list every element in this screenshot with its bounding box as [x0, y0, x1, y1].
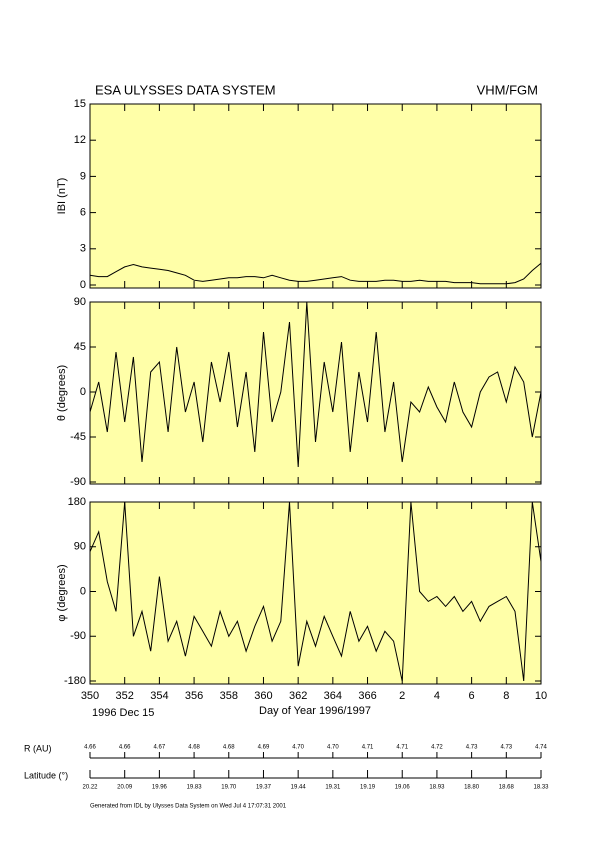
y-tick-label: 12 — [74, 134, 86, 146]
title: ESA ULYSSES DATA SYSTEM — [95, 82, 276, 97]
r-value: 4.71 — [396, 745, 408, 751]
data-line — [89, 262, 542, 285]
x-tick-label: 8 — [503, 690, 509, 702]
x-tick-label: 4 — [434, 690, 440, 702]
lat-value: 19.44 — [291, 785, 307, 791]
y-tick-label: -45 — [70, 431, 86, 443]
y-axis-label: θ (degrees) — [56, 365, 68, 421]
y-axis-label: IBI (nT) — [56, 178, 68, 215]
lat-value: 18.33 — [533, 785, 549, 791]
r-label: R (AU) — [24, 743, 52, 753]
footer: Generated from IDL by Ulysses Data Syste… — [90, 804, 287, 810]
start-date: 1996 Dec 15 — [92, 707, 154, 719]
y-tick-label: 180 — [68, 496, 86, 508]
lat-value: 18.93 — [429, 785, 445, 791]
r-value: 4.74 — [535, 745, 547, 751]
y-tick-label: -90 — [70, 630, 86, 642]
lat-value: 19.06 — [395, 785, 411, 791]
y-tick-label: 9 — [80, 170, 86, 182]
r-value: 4.73 — [466, 745, 478, 751]
r-value: 4.69 — [258, 745, 270, 751]
lat-value: 19.96 — [152, 785, 168, 791]
x-tick-label: 350 — [81, 690, 99, 702]
lat-value: 18.68 — [499, 785, 515, 791]
latitude-label: Latitude (°) — [24, 770, 68, 780]
x-tick-label: 354 — [150, 690, 168, 702]
x-tick-label: 358 — [220, 690, 238, 702]
x-tick-label: 362 — [289, 690, 307, 702]
lat-value: 20.09 — [117, 785, 133, 791]
y-tick-label: 45 — [74, 341, 86, 353]
data-line — [89, 301, 542, 468]
plot-area — [89, 501, 542, 685]
y-tick-label: -180 — [64, 675, 86, 687]
r-value: 4.66 — [84, 745, 96, 751]
y-tick-label: 0 — [80, 386, 86, 398]
r-value: 4.68 — [223, 745, 235, 751]
r-value: 4.72 — [431, 745, 443, 751]
lat-value: 19.37 — [256, 785, 272, 791]
x-tick-label: 352 — [116, 690, 134, 702]
y-tick-label: 6 — [80, 207, 86, 219]
y-tick-label: 0 — [80, 279, 86, 291]
r-value: 4.71 — [362, 745, 374, 751]
x-tick-label: 364 — [324, 690, 342, 702]
y-tick-label: 90 — [74, 296, 86, 308]
r-value: 4.70 — [327, 745, 339, 751]
plot-area — [89, 103, 542, 289]
r-value: 4.68 — [188, 745, 200, 751]
lat-value: 20.22 — [82, 785, 98, 791]
x-tick-label: 10 — [535, 690, 547, 702]
r-value: 4.67 — [154, 745, 166, 751]
y-tick-label: 15 — [74, 98, 86, 110]
lat-value: 19.31 — [325, 785, 341, 791]
x-axis-label: Day of Year 1996/1997 — [259, 705, 371, 717]
instrument: VHM/FGM — [477, 82, 538, 97]
r-value: 4.70 — [292, 745, 304, 751]
r-value: 4.73 — [500, 745, 512, 751]
y-tick-label: 90 — [74, 541, 86, 553]
x-tick-label: 366 — [358, 690, 376, 702]
y-tick-label: -90 — [70, 476, 86, 488]
lat-value: 18.80 — [464, 785, 480, 791]
y-tick-label: 3 — [80, 243, 86, 255]
x-tick-label: 2 — [399, 690, 405, 702]
lat-value: 19.83 — [187, 785, 203, 791]
r-value: 4.66 — [119, 745, 131, 751]
data-line — [89, 501, 542, 682]
x-tick-label: 360 — [254, 690, 272, 702]
lat-value: 19.70 — [221, 785, 237, 791]
plot-area — [89, 301, 542, 485]
y-tick-label: 0 — [80, 585, 86, 597]
x-tick-label: 356 — [185, 690, 203, 702]
lat-value: 19.19 — [360, 785, 376, 791]
x-tick-label: 6 — [469, 690, 475, 702]
y-axis-label: φ (degrees) — [56, 564, 68, 621]
